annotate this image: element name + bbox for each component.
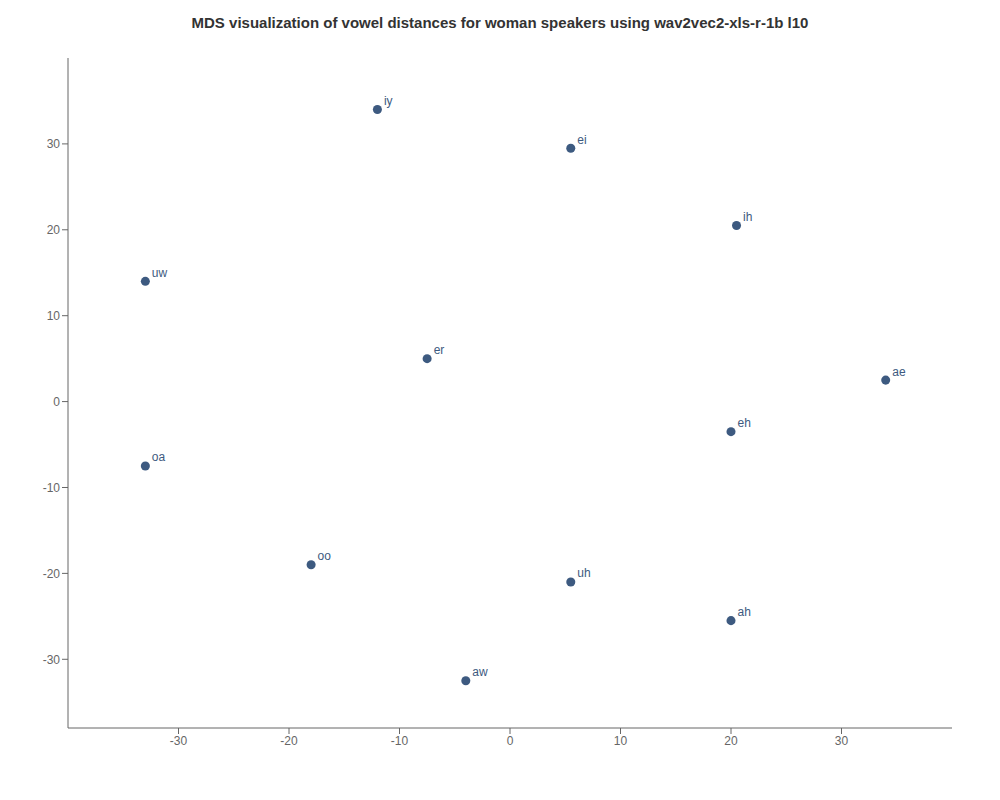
svg-text:-20: -20	[43, 567, 61, 581]
svg-text:oa: oa	[152, 450, 166, 464]
svg-text:-30: -30	[43, 653, 61, 667]
svg-text:-10: -10	[391, 734, 409, 748]
svg-text:oo: oo	[318, 549, 332, 563]
svg-text:-30: -30	[170, 734, 188, 748]
svg-text:iy: iy	[384, 94, 393, 108]
svg-text:er: er	[434, 343, 445, 357]
svg-text:-10: -10	[43, 481, 61, 495]
svg-text:uh: uh	[577, 566, 590, 580]
svg-text:eh: eh	[738, 416, 751, 430]
svg-text:0: 0	[507, 734, 514, 748]
svg-text:10: 10	[614, 734, 628, 748]
svg-text:20: 20	[47, 223, 61, 237]
html-text:MDS visualization of vowel dis: MDS visualization of vowel distances for…	[191, 14, 809, 31]
svg-text:ah: ah	[738, 605, 751, 619]
svg-text:uw: uw	[152, 266, 168, 280]
svg-text:30: 30	[835, 734, 849, 748]
svg-text:10: 10	[47, 309, 61, 323]
svg-text:ih: ih	[743, 210, 752, 224]
svg-text:0: 0	[53, 395, 60, 409]
svg-text:-20: -20	[280, 734, 298, 748]
svg-text:aw: aw	[472, 665, 488, 679]
svg-text:ae: ae	[892, 365, 906, 379]
svg-text:20: 20	[724, 734, 738, 748]
svg-text:30: 30	[47, 137, 61, 151]
svg-text:ei: ei	[577, 133, 586, 147]
